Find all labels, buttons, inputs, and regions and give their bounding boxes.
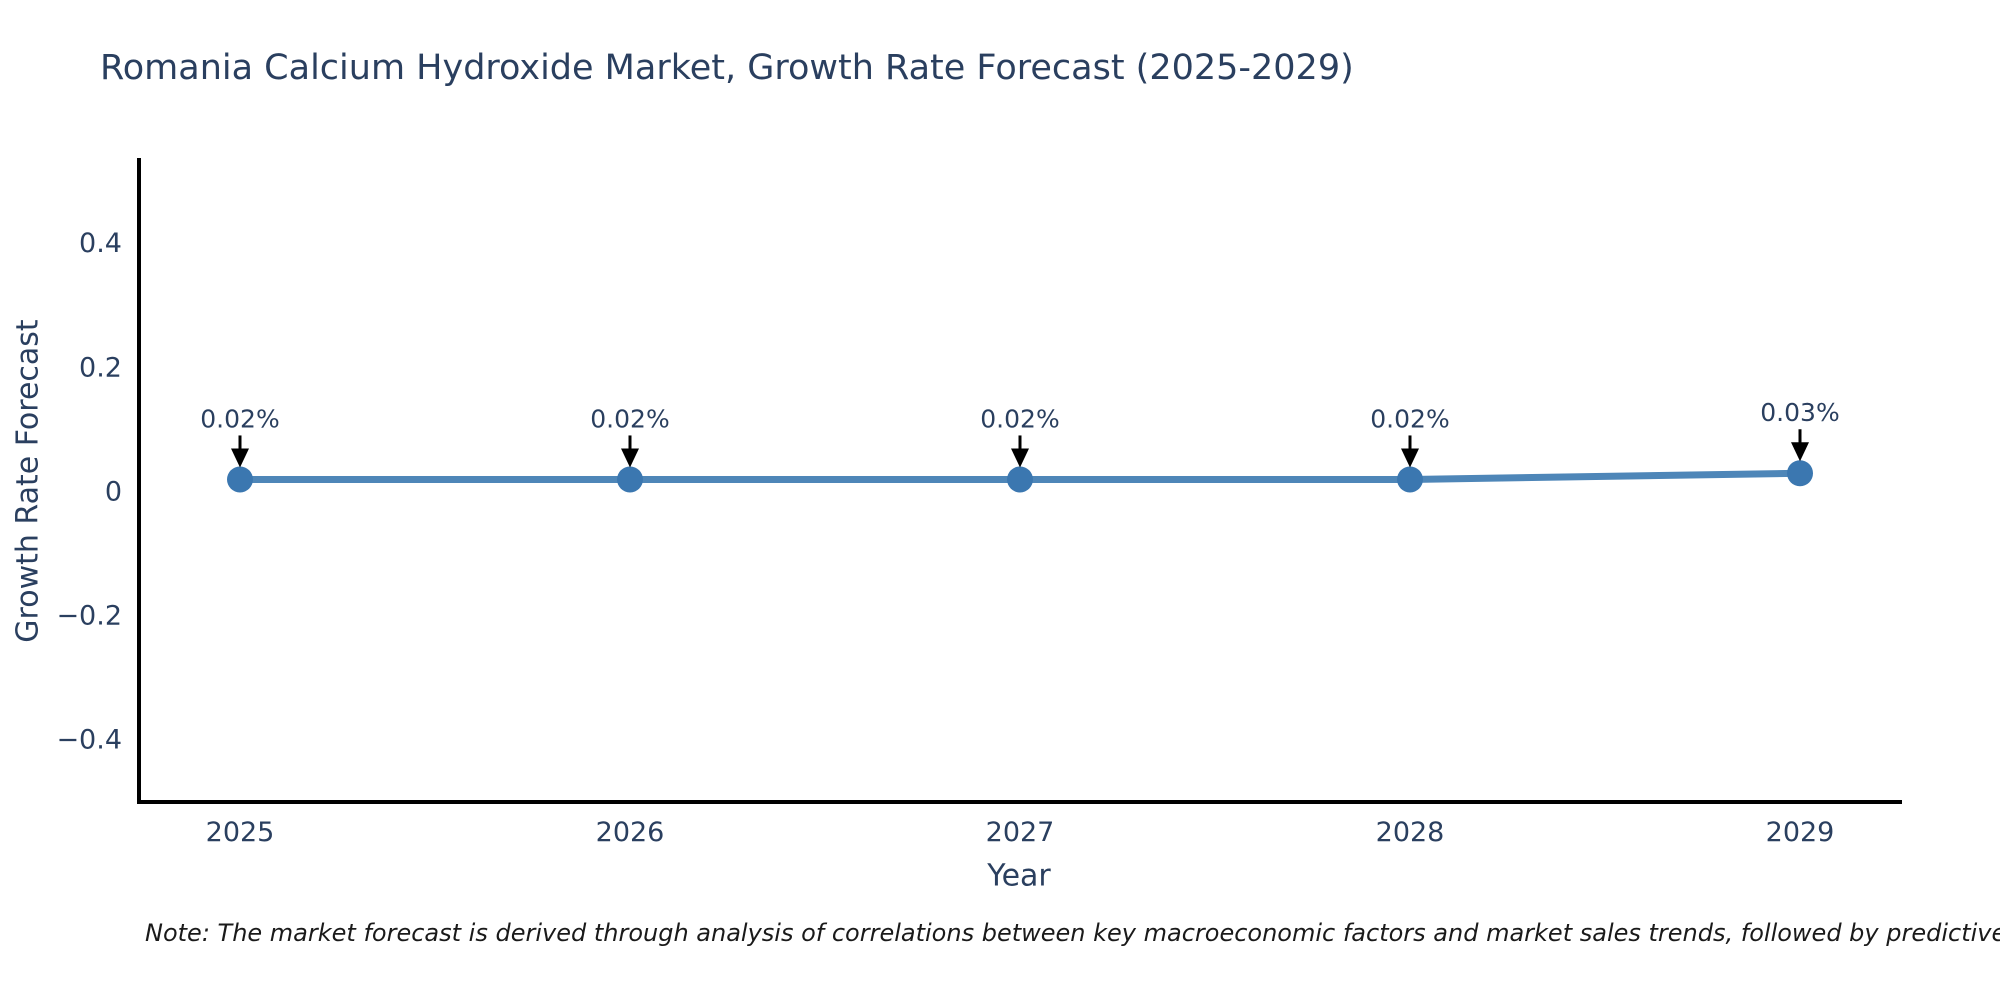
data-point — [617, 466, 643, 493]
data-point — [227, 466, 253, 493]
y-tick-label: 0 — [105, 476, 122, 507]
point-value-label: 0.03% — [1760, 398, 1839, 427]
y-tick-label: 0.4 — [79, 228, 122, 259]
data-point — [1787, 460, 1813, 487]
annotation-arrowhead — [621, 448, 639, 468]
chart-title: Romania Calcium Hydroxide Market, Growth… — [100, 48, 1354, 88]
x-tick-label: 2028 — [1376, 817, 1445, 848]
x-tick-label: 2026 — [596, 817, 665, 848]
x-tick-label: 2029 — [1766, 817, 1835, 848]
annotation-arrowhead — [1791, 442, 1809, 462]
point-value-label: 0.02% — [980, 404, 1059, 433]
data-point — [1397, 466, 1423, 493]
y-tick-label: −0.2 — [56, 600, 122, 631]
x-tick-label: 2027 — [986, 817, 1055, 848]
data-point — [1007, 466, 1033, 493]
point-value-label: 0.02% — [590, 404, 669, 433]
footnote: Note: The market forecast is derived thr… — [145, 919, 2000, 947]
annotation-arrowhead — [1401, 448, 1419, 468]
annotation-arrowhead — [1011, 448, 1029, 468]
y-tick-label: −0.4 — [56, 724, 122, 755]
point-value-label: 0.02% — [1370, 404, 1449, 433]
axis-spines — [137, 158, 1902, 804]
point-value-label: 0.02% — [200, 404, 279, 433]
x-axis-title: Year — [987, 858, 1051, 894]
y-tick-label: 0.2 — [79, 352, 122, 383]
annotation-arrowhead — [231, 448, 249, 468]
x-tick-label: 2025 — [206, 817, 275, 848]
